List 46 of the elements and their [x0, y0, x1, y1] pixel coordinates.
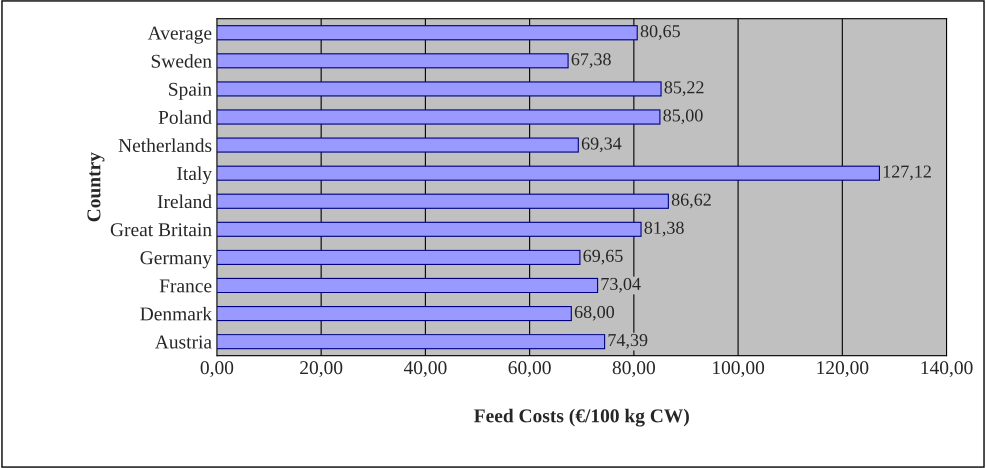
bar: [216, 109, 660, 125]
x-tick-label: 20,00: [300, 361, 342, 378]
data-label: 68,00: [574, 306, 614, 321]
data-label: 127,12: [884, 166, 931, 180]
y-tick-label: Germany: [140, 251, 212, 268]
x-tick-label: 80,00: [612, 361, 655, 378]
data-label: 85,00: [663, 109, 703, 124]
bar: [216, 250, 580, 265]
y-tick-label: Average: [148, 26, 212, 44]
data-label: 67,38: [572, 53, 611, 68]
data-label: 81,38: [644, 222, 684, 236]
bar: [216, 334, 606, 350]
data-label: 74,39: [608, 334, 648, 349]
x-tick-label: 100,00: [713, 361, 764, 378]
y-tick-label: Ireland: [158, 194, 212, 208]
data-label: 80,65: [640, 25, 680, 40]
y-tick-label: Great Britain: [110, 223, 212, 236]
y-tick-label: Netherlands: [118, 138, 212, 152]
y-tick-label: Sweden: [152, 54, 212, 68]
y-tick-label: Spain: [169, 82, 212, 100]
bar: [216, 53, 569, 68]
bar: [216, 222, 642, 237]
data-label: 85,22: [664, 81, 704, 96]
x-tick-label: 140,00: [922, 361, 973, 378]
y-tick-label: France: [160, 279, 212, 292]
y-tick-label: Italy: [177, 166, 212, 184]
x-tick-label: 120,00: [817, 361, 868, 378]
bar: [216, 81, 662, 96]
y-tick-label: Denmark: [140, 306, 212, 320]
bar: [216, 278, 598, 294]
x-tick-label: 60,00: [508, 361, 551, 378]
bar: [216, 166, 880, 181]
bar: [216, 138, 579, 153]
data-label: 69,34: [582, 137, 622, 152]
data-label: 86,62: [672, 194, 711, 208]
y-tick-label: Austria: [155, 336, 212, 349]
data-label: 69,65: [583, 250, 623, 265]
x-tick-label: 0,00: [200, 361, 234, 378]
y-tick-label: Poland: [158, 110, 212, 124]
bar: [216, 306, 572, 322]
y-axis-title: Country: [87, 152, 104, 222]
bar: [216, 194, 669, 209]
x-axis-title: Feed Costs (€/100 kg CW): [474, 408, 689, 427]
bar: [216, 25, 638, 40]
x-tick-label: 40,00: [404, 361, 447, 378]
data-label: 73,04: [602, 278, 641, 293]
